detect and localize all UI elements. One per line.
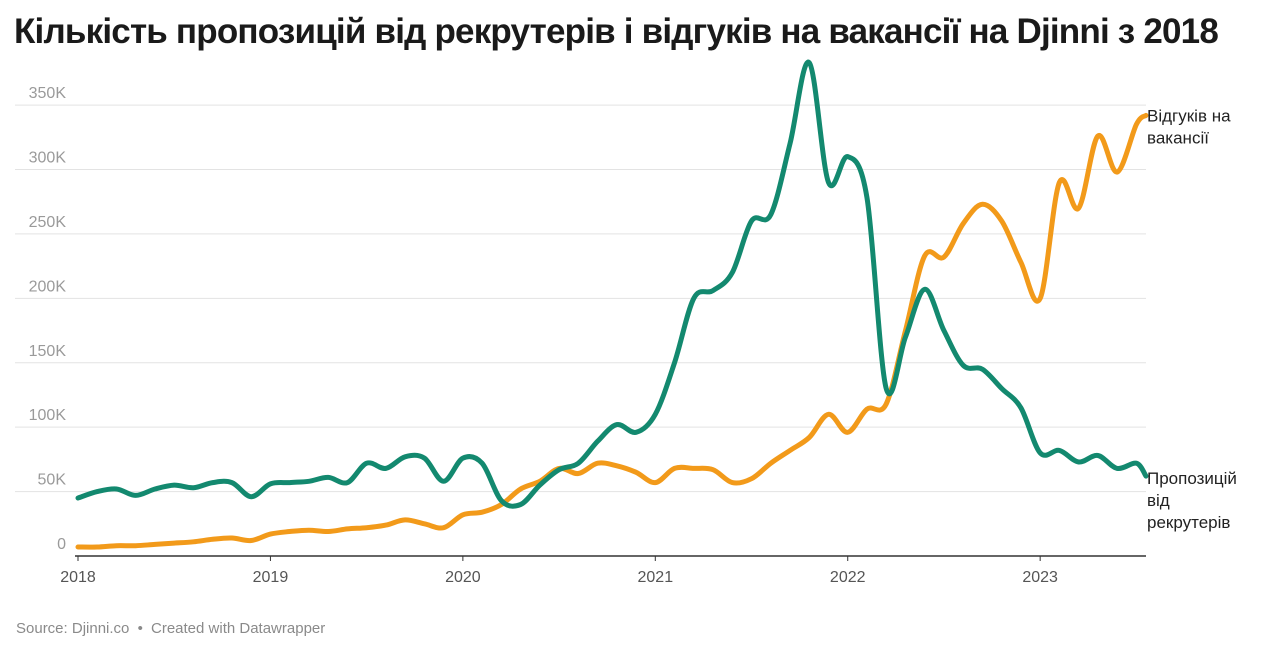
x-tick-label: 2021	[638, 569, 674, 586]
series-lines	[75, 60, 1149, 550]
y-axis-tick-labels: 0 50K 100K 150K 200K 250K 300K 350K	[29, 85, 67, 553]
series-label-offers: Пропозицій від рекрутерів	[1147, 469, 1237, 532]
credit-note: Created with Datawrapper	[151, 620, 326, 637]
y-tick-label: 200K	[29, 278, 67, 295]
x-tick-label: 2019	[253, 569, 289, 586]
series-line-responses	[75, 112, 1149, 550]
footer-separator: •	[137, 620, 143, 637]
y-tick-label: 150K	[29, 343, 67, 360]
y-tick-label: 350K	[29, 85, 67, 102]
grid-lines	[15, 104, 1146, 493]
x-tick-label: 2023	[1022, 569, 1058, 586]
source-note: Source: Djinni.co	[16, 620, 130, 637]
y-tick-label: 50K	[38, 472, 67, 489]
series-labels: Відгуків на вакансії Пропозицій від рекрутер…	[1147, 106, 1237, 532]
x-axis	[75, 555, 1146, 561]
y-tick-label: 0	[57, 536, 66, 553]
x-tick-label: 2020	[445, 569, 481, 586]
x-axis-tick-labels: 2018 2019 2020 2021 2022 2023	[60, 569, 1058, 586]
y-tick-label: 100K	[29, 407, 67, 424]
x-tick-label: 2018	[60, 569, 96, 586]
chart-title: Кількість пропозицій від рекрутерів і ві…	[14, 12, 1219, 51]
series-line-offers	[75, 60, 1149, 509]
y-tick-label: 300K	[29, 150, 67, 167]
series-label-responses: Відгуків на вакансії	[1147, 106, 1231, 147]
x-tick-label: 2022	[830, 569, 866, 586]
y-tick-label: 250K	[29, 214, 67, 231]
chart-footer: Source: Djinni.co • Created with Datawra…	[16, 620, 325, 637]
